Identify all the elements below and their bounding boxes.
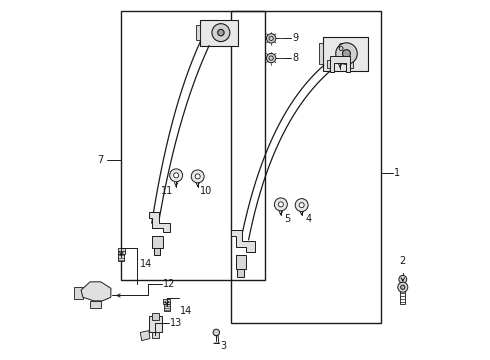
Circle shape xyxy=(170,169,183,182)
Polygon shape xyxy=(140,330,150,341)
Text: 10: 10 xyxy=(200,186,213,196)
Circle shape xyxy=(343,50,350,58)
Polygon shape xyxy=(81,282,111,301)
Circle shape xyxy=(213,329,220,336)
Circle shape xyxy=(267,53,276,63)
Circle shape xyxy=(299,203,304,208)
Bar xyxy=(164,305,170,311)
Bar xyxy=(152,235,163,248)
Text: 5: 5 xyxy=(284,215,290,224)
Circle shape xyxy=(274,198,287,211)
Bar xyxy=(200,20,238,45)
Bar xyxy=(149,316,162,332)
Text: 9: 9 xyxy=(293,33,298,43)
Bar xyxy=(152,332,159,338)
Circle shape xyxy=(401,285,405,289)
Bar xyxy=(122,12,265,280)
Text: 3: 3 xyxy=(220,341,227,351)
Circle shape xyxy=(218,30,224,36)
Polygon shape xyxy=(330,56,350,72)
Text: 12: 12 xyxy=(163,279,175,289)
Circle shape xyxy=(278,202,283,207)
Text: 14: 14 xyxy=(140,259,152,269)
Circle shape xyxy=(399,275,407,283)
Bar xyxy=(319,43,323,64)
Bar xyxy=(163,299,171,305)
Text: 11: 11 xyxy=(161,186,173,196)
Bar xyxy=(119,254,124,261)
Bar xyxy=(90,301,101,308)
Bar xyxy=(154,248,160,255)
Circle shape xyxy=(195,174,200,179)
Bar xyxy=(231,12,381,323)
Text: 1: 1 xyxy=(394,168,400,178)
Text: 6: 6 xyxy=(337,43,343,53)
Text: 8: 8 xyxy=(293,53,298,63)
Text: 2: 2 xyxy=(400,256,406,266)
Circle shape xyxy=(398,282,408,292)
Bar xyxy=(118,248,125,254)
Bar xyxy=(236,255,246,269)
Circle shape xyxy=(295,199,308,212)
Bar xyxy=(323,37,368,71)
Text: 4: 4 xyxy=(305,215,311,224)
Text: 13: 13 xyxy=(171,319,183,328)
Circle shape xyxy=(267,34,276,43)
Bar xyxy=(238,269,244,277)
Circle shape xyxy=(212,24,230,41)
Text: 7: 7 xyxy=(97,155,103,165)
Bar xyxy=(152,313,159,320)
Bar xyxy=(350,59,353,68)
Circle shape xyxy=(191,170,204,183)
Bar xyxy=(326,59,330,68)
Polygon shape xyxy=(149,212,171,232)
Text: 14: 14 xyxy=(180,306,193,316)
Circle shape xyxy=(173,173,179,178)
Circle shape xyxy=(336,43,357,64)
Polygon shape xyxy=(231,230,255,252)
Bar xyxy=(95,287,106,297)
Bar xyxy=(196,25,200,40)
Bar xyxy=(74,287,83,299)
